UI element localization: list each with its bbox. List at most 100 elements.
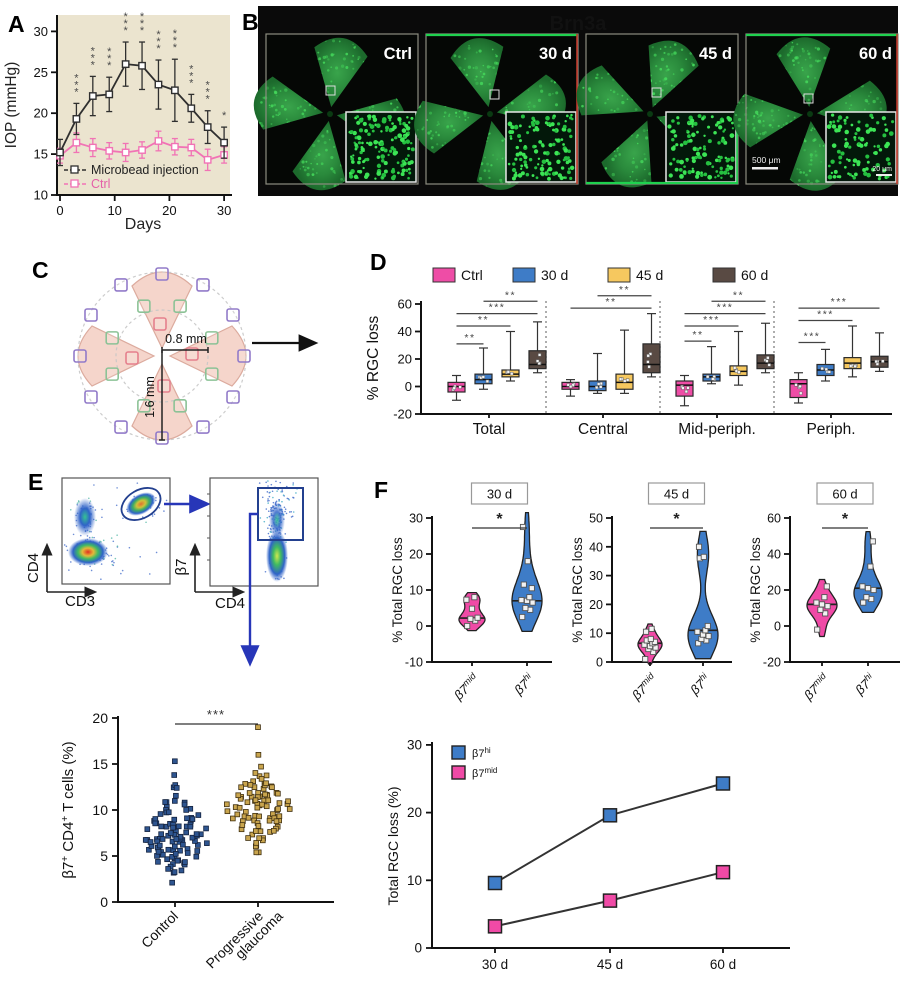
b-inset <box>345 111 417 183</box>
a-marker <box>138 146 146 154</box>
c-outer-circle <box>77 271 247 441</box>
a-sig-star: * <box>140 25 145 37</box>
e-data-point <box>239 822 246 828</box>
e-data-point <box>253 840 260 846</box>
f-line-marker <box>602 808 618 823</box>
f-line-marker <box>487 919 503 934</box>
f-line-y-tick: 20 <box>407 805 422 820</box>
f-y-tick: 60 <box>767 512 781 526</box>
e-data-point <box>175 823 182 830</box>
f-violin-point <box>705 633 712 640</box>
e-data-point <box>170 824 176 831</box>
e-data-point <box>172 758 178 765</box>
d-category-label: Periph. <box>806 421 855 438</box>
b-title-brn3a: Brn3a <box>550 13 608 35</box>
e-data-point <box>224 808 231 815</box>
f-violin-point <box>474 614 481 621</box>
f-violin1-y-label: % Total RGC loss <box>390 537 405 643</box>
c-sample-box-periph <box>237 349 251 363</box>
c-dimension-vertical: 1.6 mm <box>143 376 157 418</box>
e-data-point <box>230 815 236 822</box>
panel-b-microscopy: B Brn3a Ctrl 30 d 45 d 20 μm 60 d 500 μm <box>242 6 899 196</box>
a-sig-star: * <box>206 87 211 99</box>
d-sig-label: *** <box>817 309 834 321</box>
e-data-point <box>246 790 253 796</box>
e-data-point <box>238 784 244 791</box>
d-sig-label: *** <box>489 302 506 314</box>
b-retina-lobe <box>253 76 324 130</box>
c-sample-box-periph <box>73 349 87 363</box>
e-data-point <box>242 781 249 787</box>
a-y-tick: 30 <box>34 24 48 39</box>
a-y-tick: 25 <box>34 65 48 80</box>
e-data-point <box>169 879 175 886</box>
b-scalebar-inset <box>876 174 892 176</box>
c-sample-box-mid <box>173 399 187 413</box>
e-data-point <box>254 804 261 811</box>
e-data-point <box>235 792 242 799</box>
c-sample-box-mid <box>173 299 187 313</box>
e-data-point <box>193 853 200 860</box>
c-sample-box-central <box>185 347 199 361</box>
d-legend-swatch <box>432 267 456 283</box>
e-data-point <box>236 804 243 811</box>
d-sig-label: ** <box>692 329 703 341</box>
b-inset: 20 μm <box>825 111 897 183</box>
e-data-point <box>152 820 158 827</box>
c-sample-box-periph <box>196 278 210 292</box>
e-data-point <box>224 801 230 808</box>
a-sig-star: * <box>189 77 194 89</box>
a-marker <box>121 60 130 69</box>
a-sig-star: * <box>189 70 194 82</box>
e-data-point <box>163 823 170 830</box>
a-marker <box>170 142 179 151</box>
a-y-axis-label: IOP (mmHg) <box>3 62 20 149</box>
d-y-tick: 0 <box>405 379 412 394</box>
a-marker <box>56 148 64 157</box>
e-data-point <box>142 837 149 843</box>
f-line-y-tick: 0 <box>414 941 422 956</box>
f-y-tick: 30 <box>589 569 603 583</box>
f-line-x-tick: 60 d <box>710 957 736 972</box>
b-roi-box <box>803 93 814 104</box>
e-down-arrow <box>240 512 260 667</box>
b-retina-lobe <box>733 93 804 148</box>
a-sig-star: * <box>173 42 178 54</box>
e-flow1-x-label: CD3 <box>65 593 95 610</box>
d-y-tick: 20 <box>398 352 412 367</box>
e-data-point <box>189 834 196 841</box>
e-data-point <box>276 800 283 806</box>
f-violin <box>853 530 883 614</box>
e-data-point <box>181 801 188 808</box>
f-y-tick: 10 <box>589 627 603 641</box>
c-sample-box-central <box>153 317 167 331</box>
e-data-point <box>155 848 162 855</box>
e-data-point <box>271 828 277 834</box>
a-sig-star: * <box>189 63 194 75</box>
f-y-tick: 50 <box>589 512 603 526</box>
a-legend-marker <box>70 165 79 174</box>
b-roi-box <box>489 89 500 100</box>
e-flow1-cluster-dn <box>68 538 108 566</box>
a-x-tick: 30 <box>217 203 231 218</box>
a-legend-label: Ctrl <box>91 177 110 191</box>
b-roi-box <box>651 87 662 98</box>
c-sample-box-mid <box>105 367 119 381</box>
a-x-tick: 0 <box>56 203 63 218</box>
b-scalebar-main-label: 500 μm <box>752 155 781 165</box>
c-sample-box-periph <box>84 390 98 404</box>
c-sample-box-central <box>157 379 171 393</box>
a-x-tick: 10 <box>107 203 121 218</box>
f-line-y-label: Total RGC loss (%) <box>385 786 401 905</box>
f-violin-point <box>467 615 474 622</box>
d-category-label: Mid-periph. <box>678 421 756 438</box>
f-violin-x-label: β7hi <box>851 670 879 698</box>
a-marker <box>187 143 196 152</box>
e-scatter-y-label: β7+ CD4+ T cells (%) <box>60 741 77 878</box>
a-sig-star: * <box>107 46 112 58</box>
e-flow2-column <box>266 530 288 582</box>
a-sig-star: * <box>123 11 128 23</box>
e-data-point <box>160 851 166 858</box>
f-violin-point <box>468 605 476 612</box>
e-data-point <box>263 803 270 810</box>
